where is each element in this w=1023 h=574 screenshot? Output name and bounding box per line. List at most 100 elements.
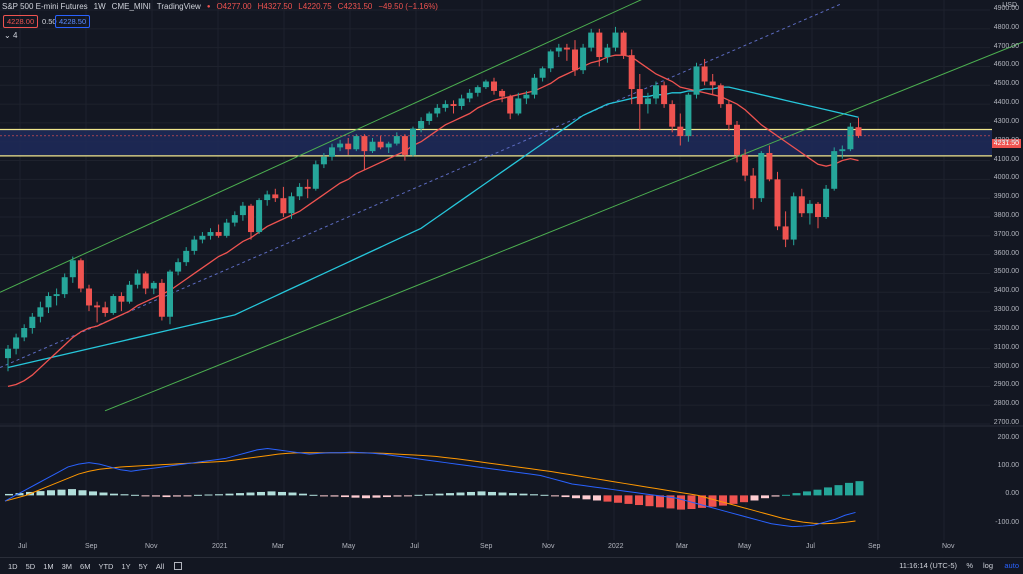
- exchange-label: CME_MINI: [111, 2, 151, 11]
- log-toggle[interactable]: log: [982, 561, 993, 570]
- candle-body: [750, 175, 757, 199]
- macd-histogram-bar: [488, 491, 496, 496]
- candle-body: [215, 232, 222, 236]
- candle-body: [158, 282, 165, 317]
- buy-price-button[interactable]: 4228.50: [55, 15, 91, 28]
- macd-histogram-bar: [278, 491, 286, 496]
- auto-toggle[interactable]: auto: [1004, 561, 1019, 570]
- macd-histogram-bar: [561, 495, 570, 498]
- chart-header: S&P 500 E-mini Futures 1W CME_MINI Tradi…: [2, 2, 438, 11]
- macd-histogram-bar: [435, 493, 444, 496]
- candle-body: [644, 98, 651, 105]
- time-axis-label: Nov: [145, 543, 158, 550]
- candle-body: [231, 215, 238, 223]
- sell-price-button[interactable]: 4228.00: [3, 15, 39, 28]
- candle-body: [377, 141, 384, 148]
- candle-body: [482, 81, 489, 88]
- candle-body: [466, 92, 473, 99]
- candle-body: [798, 196, 805, 214]
- macd-axis-label: 0.00: [1005, 490, 1019, 498]
- candle-body: [709, 81, 716, 86]
- price-axis-label: 3400.00: [993, 287, 1019, 295]
- candle-body: [766, 153, 773, 180]
- macd-histogram-bar: [309, 494, 318, 496]
- macd-histogram-bar: [803, 491, 811, 496]
- candle-body: [596, 32, 603, 58]
- macd-histogram-bar: [320, 495, 328, 497]
- indicators-toggle[interactable]: ⌄ 4: [4, 31, 17, 40]
- timeframe-1m[interactable]: 1M: [43, 561, 54, 571]
- ma-fast-line: [7, 54, 859, 387]
- macd-histogram-bar: [47, 490, 55, 496]
- macd-histogram-bar: [813, 489, 822, 496]
- timeframe-1d[interactable]: 1D: [8, 561, 18, 571]
- timeframe-ytd[interactable]: YTD: [98, 561, 114, 571]
- timeframe-5d[interactable]: 5D: [25, 561, 36, 571]
- candle-body: [150, 282, 157, 289]
- price-axis-label: 2900.00: [993, 381, 1019, 389]
- ohlc-open: O4277.00: [216, 2, 252, 11]
- candle-body: [86, 288, 92, 306]
- candle-body: [815, 203, 821, 217]
- time-axis-label: Jul: [806, 543, 815, 550]
- timeframe-all[interactable]: All: [155, 561, 165, 571]
- candle-body: [742, 154, 749, 176]
- candle-body: [353, 136, 360, 150]
- candle-body: [734, 124, 740, 155]
- macd-histogram-bar: [362, 495, 370, 499]
- clock[interactable]: 11:16:14 (UTC-5): [899, 561, 957, 570]
- candle-body: [304, 186, 311, 189]
- timeframe-1y[interactable]: 1Y: [121, 561, 131, 571]
- macd-histogram-bar: [456, 492, 465, 496]
- time-axis-label: 2021: [212, 543, 228, 550]
- timeframe-3m[interactable]: 3M: [61, 561, 73, 571]
- candle-body: [126, 284, 133, 302]
- macd-histogram-bar: [414, 494, 423, 496]
- macd-histogram-bar: [110, 493, 118, 496]
- candle-body: [223, 222, 230, 236]
- macd-histogram-bar: [771, 495, 780, 497]
- macd-histogram-bar: [719, 495, 727, 506]
- interval-label[interactable]: 1W: [93, 2, 106, 11]
- timeframe-5y[interactable]: 5Y: [138, 561, 148, 571]
- candle-body: [264, 194, 271, 201]
- candle-body: [410, 128, 416, 155]
- price-axis-label: 3100.00: [993, 343, 1019, 351]
- calendar-icon[interactable]: [174, 562, 183, 570]
- candle-body: [401, 136, 408, 155]
- channel-upper-line: [0, 0, 642, 293]
- symbol-name[interactable]: S&P 500 E-mini Futures: [2, 2, 88, 11]
- macd-histogram-bar: [36, 491, 45, 496]
- time-axis-label: Sep: [85, 543, 98, 550]
- candle-body: [531, 77, 538, 95]
- candle-body: [393, 136, 400, 144]
- time-axis-label: Nov: [942, 543, 955, 550]
- time-axis-label: Jul: [410, 543, 419, 550]
- candle-body: [248, 205, 254, 233]
- candle-body: [61, 277, 68, 295]
- ohlc-close: C4231.50: [337, 2, 373, 11]
- candle-body: [458, 98, 465, 106]
- macd-histogram-bar: [288, 492, 297, 496]
- candle-body: [677, 126, 684, 137]
- macd-histogram-bar: [99, 492, 108, 496]
- macd-histogram-bar: [677, 495, 685, 510]
- timeframe-6m[interactable]: 6M: [80, 561, 91, 571]
- currency-label[interactable]: USD: [1002, 2, 1017, 9]
- macd-histogram-bar: [656, 495, 664, 508]
- candle-body: [21, 328, 28, 338]
- candle-body: [256, 200, 263, 233]
- macd-histogram-bar: [477, 491, 486, 496]
- price-axis-label: 3700.00: [993, 230, 1019, 238]
- price-axis-label: 4600.00: [993, 61, 1019, 69]
- candle-body: [758, 153, 765, 199]
- candle-body: [628, 55, 635, 90]
- candle-body: [685, 94, 692, 137]
- macd-histogram-bar: [68, 489, 76, 496]
- macd-histogram-bar: [78, 490, 87, 496]
- channel-lower-line: [104, 41, 1023, 412]
- percent-toggle[interactable]: %: [966, 561, 973, 570]
- candle-body: [288, 196, 295, 214]
- price-axis-label: 3500.00: [993, 268, 1019, 276]
